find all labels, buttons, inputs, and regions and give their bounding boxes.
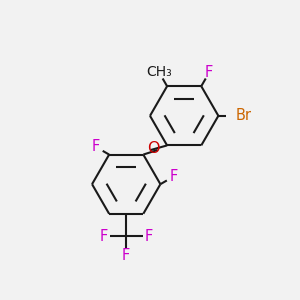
Text: F: F <box>92 140 100 154</box>
Text: F: F <box>100 229 108 244</box>
Text: F: F <box>122 248 130 263</box>
Text: CH₃: CH₃ <box>146 65 172 79</box>
Text: F: F <box>170 169 178 184</box>
Text: F: F <box>144 229 153 244</box>
Text: O: O <box>148 141 160 156</box>
Text: Br: Br <box>236 108 252 123</box>
Text: F: F <box>205 65 213 80</box>
